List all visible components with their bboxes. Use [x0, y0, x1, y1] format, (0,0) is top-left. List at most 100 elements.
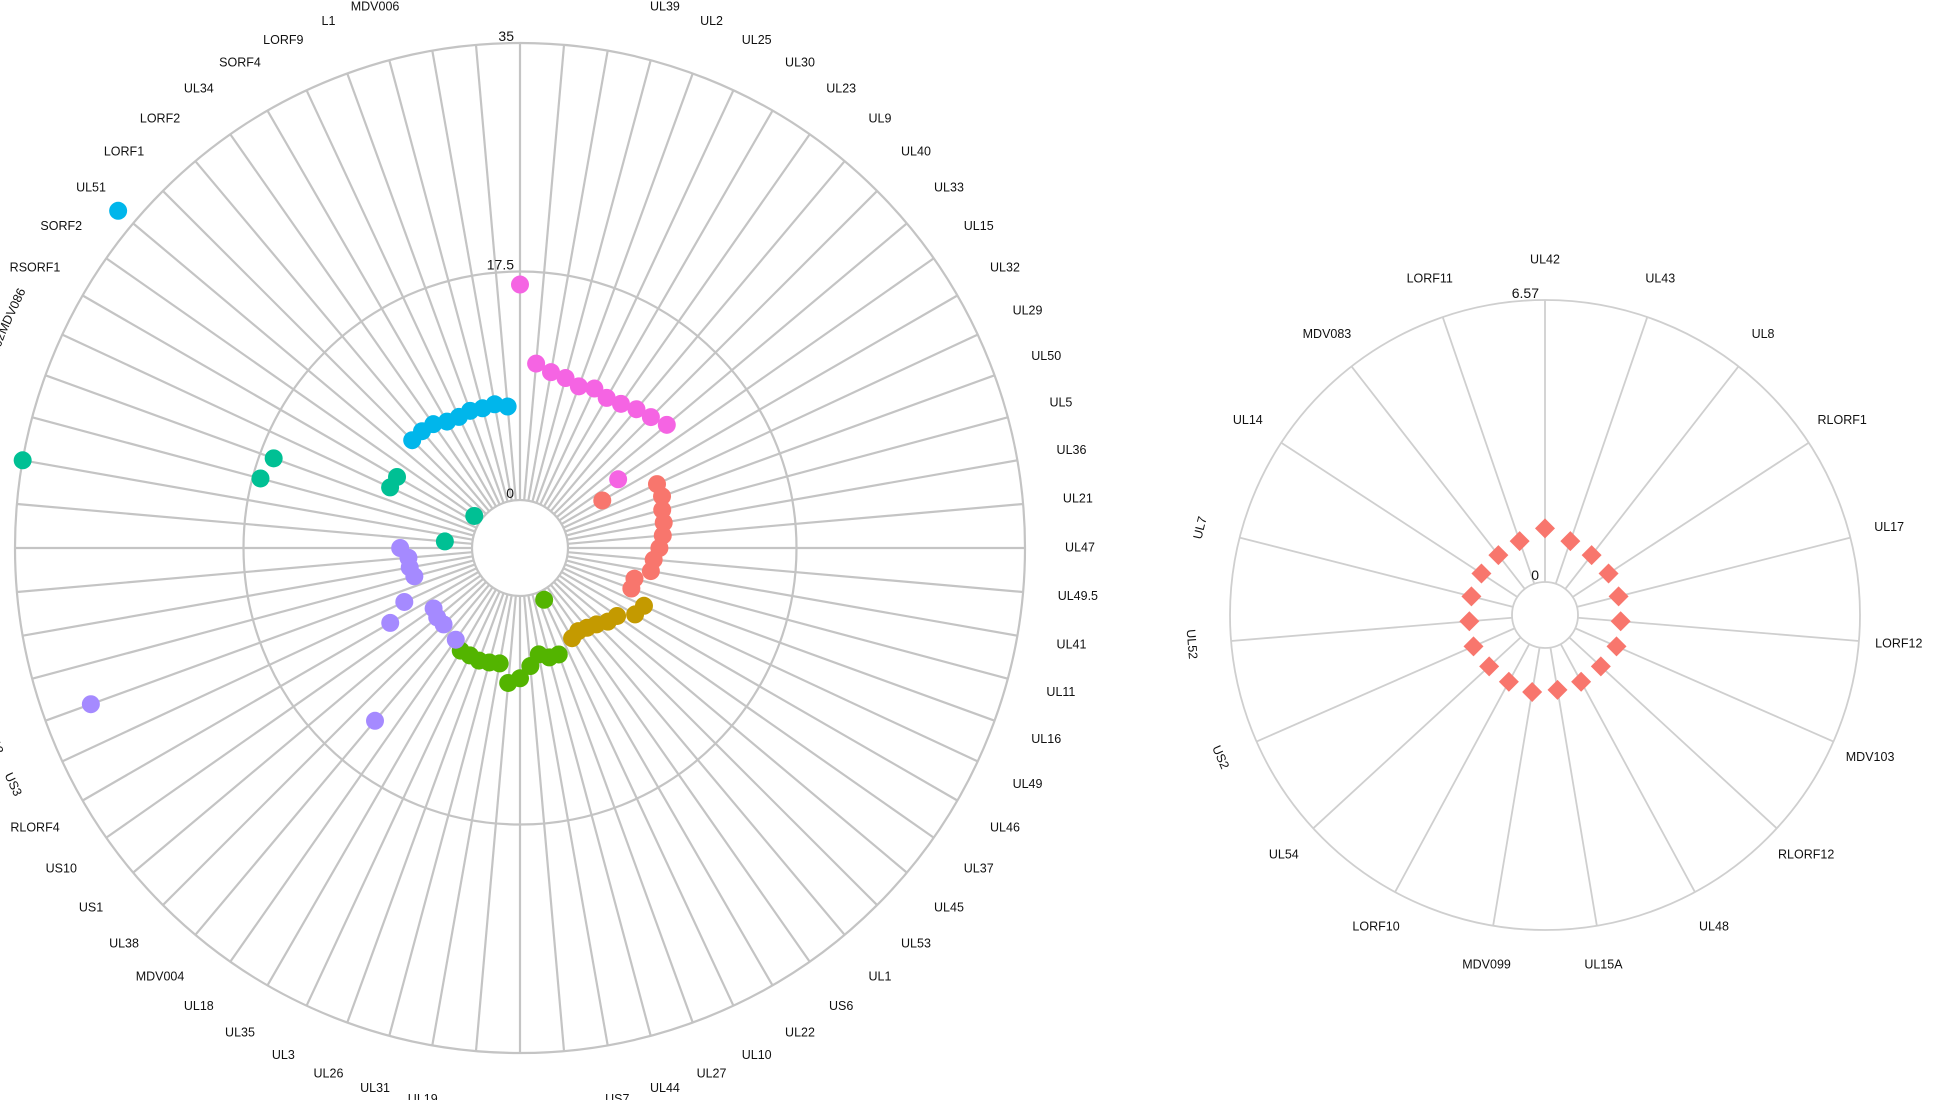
series-3 [563, 596, 653, 648]
category-label-ul25: UL25 [742, 33, 772, 47]
series-1 [511, 275, 676, 489]
point-ul13 [81, 695, 100, 714]
point-ul17 [1608, 586, 1629, 607]
point-lorf10 [1498, 671, 1519, 692]
point-ul54 [1479, 656, 1500, 677]
outer-ring [1229, 299, 1861, 931]
point-us10 [424, 599, 443, 618]
category-label-mdv086: MDV086 [0, 286, 29, 336]
category-label-ul42: UL42 [1530, 252, 1560, 266]
point-ul15 [609, 470, 628, 489]
series-7 [109, 201, 517, 450]
category-label-ul22: UL22 [785, 1025, 815, 1039]
point-ul34 [424, 415, 443, 434]
category-label-mdv006: MDV006 [351, 0, 400, 13]
category-label-ul2: UL2 [700, 14, 723, 28]
point-lorf11 [1509, 531, 1530, 552]
point-ul36 [654, 513, 673, 532]
category-label-ul40: UL40 [901, 144, 931, 158]
radial-tick-label: 0 [1531, 567, 1539, 583]
point-ul22 [563, 629, 582, 648]
category-label-lorf2: LORF2 [140, 111, 180, 125]
category-label-ul26: UL26 [314, 1067, 344, 1081]
point-mdv002-6 [251, 469, 270, 488]
radial-tick-label: 17.5 [487, 257, 514, 273]
category-label-rlorf13: RLORF13 [395, 0, 451, 3]
point-ul30 [597, 388, 616, 407]
category-label-rlorf1: RLORF1 [1818, 413, 1867, 427]
category-label-rlorf4: RLORF4 [10, 820, 59, 834]
point-ul25 [585, 379, 604, 398]
category-label-ul36: UL36 [1057, 443, 1087, 457]
point-ul42 [1535, 518, 1555, 539]
point-ul2 [569, 377, 588, 396]
inner-ring [1511, 581, 1579, 649]
point-ul50 [653, 487, 672, 506]
point-ul12 [542, 363, 561, 382]
series-4 [451, 590, 568, 692]
point-rs1 [391, 539, 410, 557]
category-label-us3: US3 [2, 770, 25, 798]
point-ul32 [593, 491, 612, 510]
series-1 [1459, 518, 1631, 703]
category-label-ul5: UL5 [1049, 395, 1072, 409]
point-ul40 [641, 408, 660, 427]
point-rlorf12 [1590, 656, 1611, 677]
category-label-ul51: UL51 [76, 180, 106, 194]
point-lorf3 [498, 397, 517, 416]
category-label-ul8: UL8 [1752, 327, 1775, 341]
point-ul46 [626, 605, 645, 624]
category-label-lorf11: LORF11 [1407, 272, 1453, 286]
point-mdv103 [1606, 636, 1627, 657]
point-ul33 [657, 415, 676, 434]
point-rlorf1 [1598, 563, 1619, 584]
category-label-ul11: UL11 [1046, 685, 1075, 699]
middle-ring [242, 270, 798, 826]
category-label-ul9: UL9 [868, 111, 891, 125]
category-label-ul43: UL43 [1645, 272, 1675, 286]
category-label-ul35: UL35 [225, 1025, 255, 1039]
point-ul51 [109, 201, 128, 220]
series-6 [13, 449, 484, 551]
category-label-lorf10: LORF10 [1352, 920, 1399, 934]
point-mdv081 [13, 451, 32, 470]
category-label-ul39: UL39 [650, 0, 680, 13]
category-label-ul54: UL54 [1269, 848, 1299, 862]
point-ul39 [556, 369, 575, 388]
point-ul43 [1560, 531, 1581, 552]
point-ul41 [641, 562, 660, 581]
left-radial-chart: 017.535UL28UL20UL12UL39UL2UL25UL30UL23UL… [0, 0, 1098, 1105]
category-label-ul53: UL53 [901, 936, 931, 950]
point-ul23 [611, 394, 630, 413]
category-label-lorf9: LORF9 [263, 33, 303, 47]
point-us2 [1463, 636, 1484, 657]
point-ul18 [446, 630, 465, 649]
category-label-mdv103: MDV103 [1846, 750, 1895, 764]
category-label-ul16: UL16 [1031, 732, 1061, 746]
category-label-ul41: UL41 [1057, 638, 1087, 652]
category-label-ul17: UL17 [1874, 520, 1904, 534]
category-label-mdv102: MDV102 [0, 331, 8, 382]
point-rsorf1 [388, 467, 407, 486]
category-label-ul48: UL48 [1699, 920, 1729, 934]
category-label-us6: US6 [829, 999, 853, 1013]
point-mdv099 [1522, 682, 1543, 703]
category-label-ul49: UL49 [1013, 777, 1043, 791]
point-mdv004 [366, 711, 385, 730]
point-ul9 [627, 400, 646, 419]
point-us8 [521, 657, 540, 676]
category-label-ul38: UL38 [109, 936, 139, 950]
point-ul20 [527, 354, 546, 373]
category-label-ul31: UL31 [360, 1081, 390, 1095]
category-label-ul14: UL14 [1233, 413, 1263, 427]
category-label-ul19: UL19 [408, 1092, 438, 1100]
point-ul7 [1461, 586, 1482, 607]
radial-tick-label: 6.57 [1512, 285, 1539, 301]
category-label-ul23: UL23 [826, 82, 856, 96]
radial-tick-label: 35 [498, 28, 514, 44]
category-label-ul1: UL1 [868, 969, 891, 983]
category-label-us1: US1 [79, 900, 103, 914]
category-label-ul30: UL30 [785, 55, 815, 69]
point-ul8 [1581, 545, 1602, 566]
